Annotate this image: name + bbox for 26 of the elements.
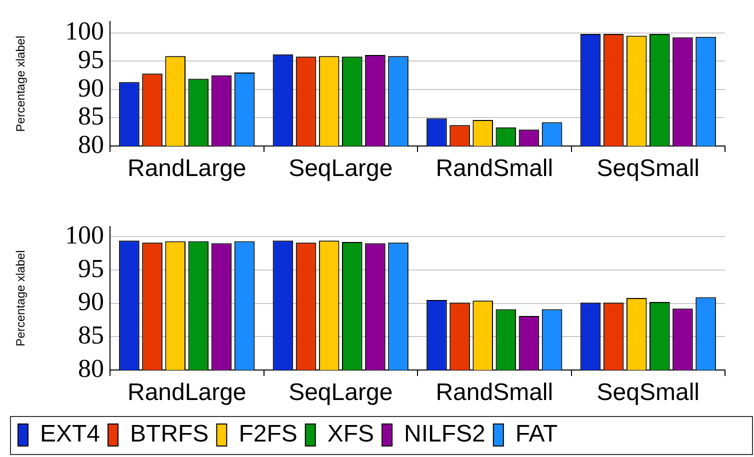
x-tick-label: SeqLarge bbox=[288, 155, 393, 182]
x-tick-label: RandSmall bbox=[436, 379, 554, 406]
x-tick-label: RandSmall bbox=[436, 155, 554, 182]
legend-label: XFS bbox=[327, 420, 374, 448]
y-tick-label: 95 bbox=[78, 45, 104, 74]
x-tick-label: SeqSmall bbox=[596, 155, 700, 182]
x-tick-label: RandLarge bbox=[127, 379, 246, 406]
legend-label: F2FS bbox=[238, 420, 298, 448]
y-tick-label: 100 bbox=[65, 16, 104, 46]
y-axis-title: Percentage xlabel bbox=[14, 250, 28, 346]
x-tick-label: SeqLarge bbox=[288, 379, 393, 406]
y-tick-label: 95 bbox=[78, 254, 104, 283]
legend-label: EXT4 bbox=[40, 420, 100, 448]
y-tick-label: 80 bbox=[78, 354, 104, 383]
legend-label: NILFS2 bbox=[404, 420, 486, 448]
y-tick-label: 90 bbox=[78, 73, 104, 102]
legend-label: FAT bbox=[515, 420, 558, 448]
x-tick-label: RandLarge bbox=[127, 155, 246, 182]
y-tick-label: 90 bbox=[78, 287, 104, 316]
y-axis-title: Percentage xlabel bbox=[14, 36, 28, 132]
x-tick-label: SeqSmall bbox=[596, 379, 700, 406]
y-tick-label: 80 bbox=[78, 130, 104, 159]
y-tick-label: 100 bbox=[65, 220, 104, 250]
legend-label: BTRFS bbox=[130, 420, 209, 448]
y-tick-label: 85 bbox=[78, 102, 104, 131]
y-tick-label: 85 bbox=[78, 320, 104, 350]
